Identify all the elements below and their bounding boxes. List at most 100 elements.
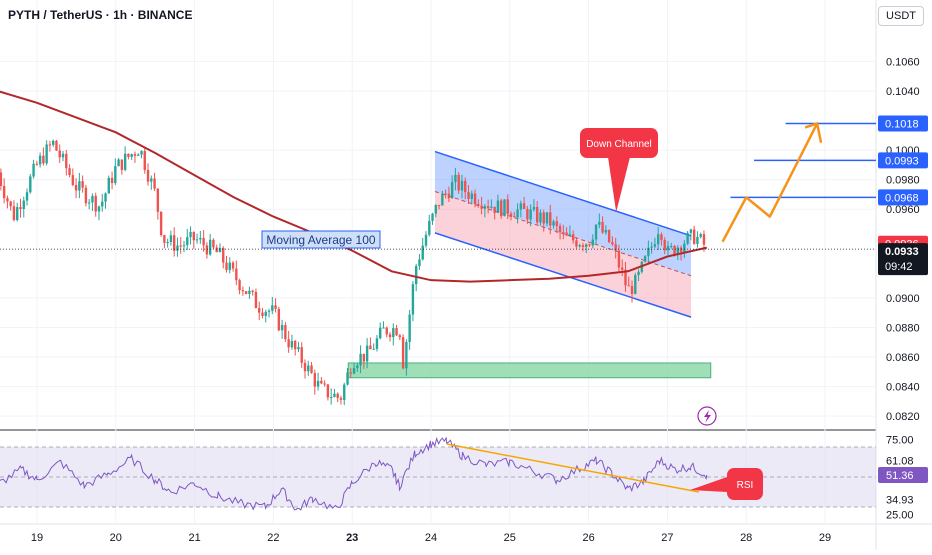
candle-body: [408, 314, 411, 342]
candle-body: [562, 232, 565, 234]
candle: [169, 230, 173, 246]
candle-body: [123, 153, 127, 170]
candle-body: [506, 199, 509, 214]
candle: [313, 369, 317, 395]
candle-body: [607, 229, 611, 243]
candle-body: [454, 174, 457, 183]
rsi-current-tag: 51.36: [878, 466, 928, 483]
candle-body: [65, 153, 68, 169]
candle: [189, 226, 192, 245]
alert-bolt-icon[interactable]: [697, 406, 717, 426]
candle-body: [120, 159, 124, 170]
candle: [235, 260, 238, 286]
candle: [385, 326, 388, 338]
candle: [264, 309, 267, 323]
candle: [421, 237, 424, 261]
candle: [601, 216, 604, 234]
candle-body: [385, 327, 388, 335]
candle-body: [29, 176, 32, 193]
candle: [441, 190, 444, 206]
current-price-tag: 0.0933 09:42: [878, 243, 928, 276]
candle-body: [614, 244, 617, 251]
candle-body: [117, 159, 120, 167]
candle-body: [522, 203, 526, 209]
candle-body: [362, 353, 366, 362]
candle-body: [143, 151, 146, 171]
candle: [68, 164, 71, 178]
candle: [297, 341, 300, 353]
candle-body: [401, 337, 405, 369]
candle: [552, 219, 555, 229]
candle: [195, 233, 199, 244]
candle: [454, 167, 457, 191]
down-channel-callout: Down Channel: [580, 128, 658, 213]
candle: [562, 224, 565, 240]
projection-arrowhead: [804, 121, 823, 143]
candle: [647, 240, 650, 264]
candle-body: [552, 221, 555, 226]
candle-body: [172, 235, 176, 251]
candle: [159, 211, 163, 237]
candle-body: [624, 269, 627, 286]
candle: [78, 172, 81, 199]
candle-body: [81, 181, 84, 188]
x-tick-label: 23: [346, 532, 358, 544]
candle-body: [349, 372, 352, 374]
candle: [392, 323, 395, 346]
candle-body: [310, 365, 313, 374]
candle: [16, 202, 19, 222]
candle-body: [127, 153, 130, 157]
candle-body: [218, 247, 222, 253]
candle: [326, 383, 330, 401]
candle: [316, 372, 320, 391]
y-tick-label: 0.0900: [886, 293, 920, 305]
candle-body: [284, 325, 287, 340]
candle: [244, 291, 248, 295]
candle: [137, 153, 140, 156]
candle-body: [38, 155, 42, 165]
candle: [22, 196, 25, 218]
candle: [310, 362, 313, 374]
candle-body: [114, 166, 117, 184]
candle-body: [673, 245, 676, 255]
candle-body: [140, 151, 143, 155]
candle: [408, 309, 411, 350]
candle-body: [48, 144, 52, 146]
candle: [372, 343, 375, 350]
candle-body: [303, 362, 307, 372]
candle-body: [372, 348, 375, 350]
candle: [585, 243, 588, 254]
candle: [431, 212, 434, 225]
currency-selector[interactable]: USDT: [878, 6, 924, 26]
candle-body: [146, 170, 150, 182]
candle-body: [35, 163, 39, 165]
candle-body: [12, 206, 16, 221]
candle-body: [447, 193, 451, 199]
price-level-tag: 0.1018: [878, 115, 928, 132]
candle-body: [166, 241, 169, 243]
candle: [604, 225, 608, 235]
candle-body: [434, 204, 438, 214]
candle: [87, 198, 91, 210]
candle-body: [16, 207, 19, 221]
candle-body: [490, 206, 493, 208]
candle-body: [293, 340, 297, 350]
candle: [293, 339, 297, 356]
candle-body: [97, 206, 101, 212]
candle-body: [542, 212, 545, 224]
candle-body: [94, 195, 97, 212]
candle: [339, 395, 343, 405]
candle-body: [365, 345, 369, 362]
candle-body: [238, 280, 241, 291]
candle-body: [290, 340, 294, 348]
candle: [228, 257, 231, 274]
candle-body: [656, 234, 660, 245]
candle: [225, 256, 228, 273]
y-tick-label: 0.0980: [886, 175, 920, 187]
candle: [192, 231, 196, 249]
candle-body: [532, 207, 536, 210]
candle-body: [32, 163, 35, 177]
channel-upper-line: [434, 150, 692, 237]
candle: [267, 308, 271, 318]
candle-body: [601, 221, 604, 233]
